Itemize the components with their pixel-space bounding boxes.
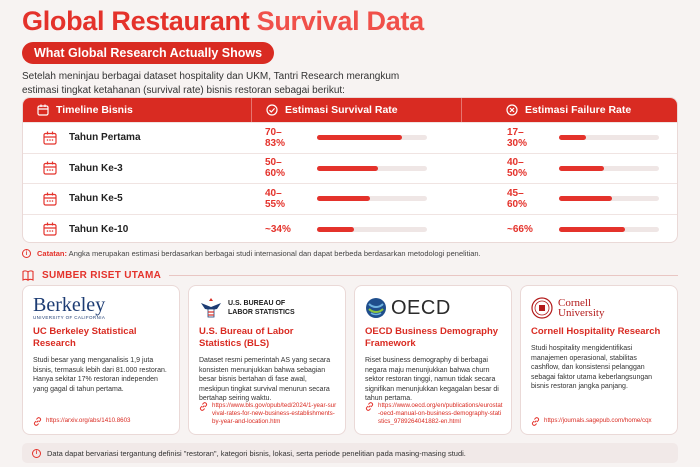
- source-title: U.S. Bureau of Labor Statistics (BLS): [199, 326, 294, 349]
- calendar-icon: [37, 104, 49, 116]
- calendar-icon: [43, 161, 57, 175]
- timeline-label: Tahun Ke-10: [69, 223, 129, 235]
- survival-value: 70–83%: [265, 126, 286, 149]
- failure-value: 40–50%: [507, 157, 528, 180]
- berkeley-logo: Berkeley UNIVERSITY OF CALIFORNIA: [33, 294, 106, 320]
- header-survival: Estimasi Survival Rate: [251, 98, 461, 122]
- check-circle-icon: [266, 104, 278, 116]
- cornell-seal-icon: [531, 297, 553, 319]
- timeline-label: Tahun Pertama: [69, 132, 141, 144]
- table-row: Tahun Pertama 70–83% 17–30%: [23, 122, 677, 153]
- survival-bar: [317, 196, 427, 202]
- table-note: i Catatan: Angka merupakan estimasi berd…: [22, 249, 481, 258]
- source-title: UC Berkeley Statistical Research: [33, 326, 137, 349]
- failure-bar: [559, 226, 659, 232]
- source-description: Studi besar yang menganalisis 1,9 juta b…: [33, 357, 167, 393]
- header-failure: Estimasi Failure Rate: [461, 98, 677, 122]
- calendar-icon: [43, 222, 57, 236]
- source-link[interactable]: https://arxiv.org/abs/1410.8603: [33, 417, 171, 426]
- table-row: Tahun Ke-3 50–60% 40–50%: [23, 152, 677, 184]
- link-icon: [365, 402, 374, 411]
- survival-value: ~34%: [265, 223, 291, 235]
- subtitle-badge: What Global Research Actually Shows: [22, 42, 275, 64]
- info-icon: i: [32, 448, 41, 458]
- survival-bar: [317, 135, 427, 141]
- link-icon: [33, 417, 42, 426]
- link-icon: [199, 402, 208, 411]
- timeline-label: Tahun Ke-3: [69, 162, 123, 174]
- source-description: Dataset resmi pemerintah AS yang secara …: [199, 357, 331, 403]
- source-link[interactable]: https://www.bls.gov/opub/ted/2024/1-year…: [199, 402, 337, 426]
- oecd-globe-icon: [366, 298, 386, 318]
- source-card-bls: U.S. BUREAU OF LABOR STATISTICS U.S. Bur…: [188, 285, 346, 435]
- table-row: Tahun Ke-5 40–55% 45–60%: [23, 183, 677, 214]
- failure-bar: [559, 165, 659, 171]
- cornell-logo: Cornell University: [531, 294, 667, 322]
- x-circle-icon: [506, 104, 518, 116]
- failure-value: 17–30%: [507, 126, 528, 149]
- info-icon: i: [22, 249, 31, 258]
- source-link[interactable]: https://journals.sagepub.com/home/cqx: [531, 417, 669, 426]
- section-divider: [169, 275, 678, 276]
- survival-value: 40–55%: [265, 187, 286, 210]
- sources-section-title: SUMBER RISET UTAMA: [22, 270, 678, 281]
- source-card-cornell: Cornell University Cornell Hospitality R…: [520, 285, 678, 435]
- failure-value: ~66%: [507, 223, 533, 235]
- survival-value: 50–60%: [265, 157, 286, 180]
- source-description: Riset business demography di berbagai ne…: [365, 357, 499, 403]
- source-link[interactable]: https://www.oecd.org/en/publications/eur…: [365, 402, 503, 426]
- source-card-oecd: OECD OECD Business Demography Framework …: [354, 285, 512, 435]
- calendar-icon: [43, 192, 57, 206]
- source-description: Studi hospitality mengidentifikasi manaj…: [531, 345, 653, 391]
- link-icon: [531, 417, 540, 426]
- survival-bar: [317, 165, 427, 171]
- table-row: Tahun Ke-10 ~34% ~66%: [23, 213, 677, 243]
- intro-text: Setelah meninjau berbagai dataset hospit…: [22, 71, 400, 96]
- book-icon: [22, 270, 34, 281]
- timeline-label: Tahun Ke-5: [69, 193, 123, 205]
- failure-value: 45–60%: [507, 187, 528, 210]
- failure-bar: [559, 135, 659, 141]
- survival-table: Timeline Bisnis Estimasi Survival Rate E…: [22, 97, 678, 243]
- source-title: OECD Business Demography Framework: [365, 326, 499, 349]
- source-title: Cornell Hospitality Research: [531, 326, 661, 337]
- oecd-logo: OECD: [365, 294, 501, 322]
- source-cards: Berkeley UNIVERSITY OF CALIFORNIA UC Ber…: [22, 285, 678, 435]
- header-timeline: Timeline Bisnis: [23, 98, 251, 122]
- page-title: Global Restaurant Survival Data: [22, 6, 424, 36]
- table-header: Timeline Bisnis Estimasi Survival Rate E…: [23, 98, 677, 122]
- survival-bar: [317, 226, 427, 232]
- eagle-icon: [201, 298, 221, 318]
- footer-note: i Data dapat bervariasi tergantung defin…: [22, 443, 678, 463]
- source-card-berkeley: Berkeley UNIVERSITY OF CALIFORNIA UC Ber…: [22, 285, 180, 435]
- calendar-icon: [43, 131, 57, 145]
- bls-logo: U.S. BUREAU OF LABOR STATISTICS: [199, 294, 335, 322]
- failure-bar: [559, 196, 659, 202]
